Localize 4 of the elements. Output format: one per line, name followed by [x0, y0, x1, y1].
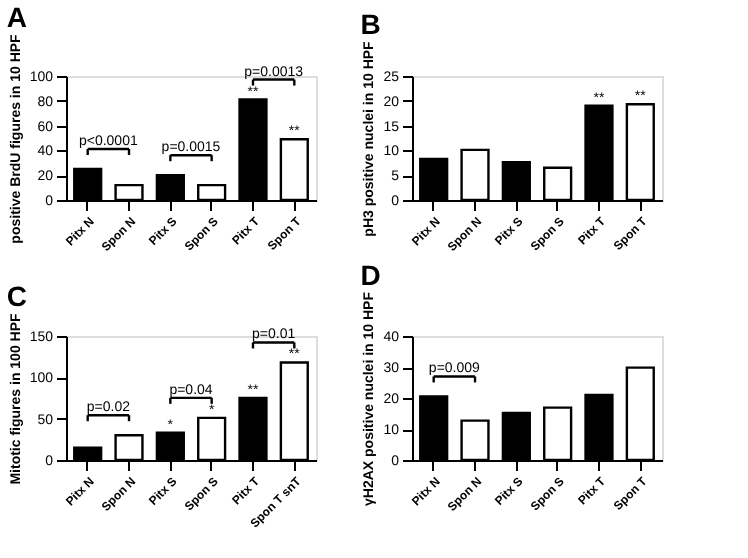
chart-title: B — [360, 8, 381, 41]
chart-title: D — [360, 259, 381, 292]
chart-title: C — [6, 280, 27, 313]
chart-title: A — [6, 1, 27, 34]
